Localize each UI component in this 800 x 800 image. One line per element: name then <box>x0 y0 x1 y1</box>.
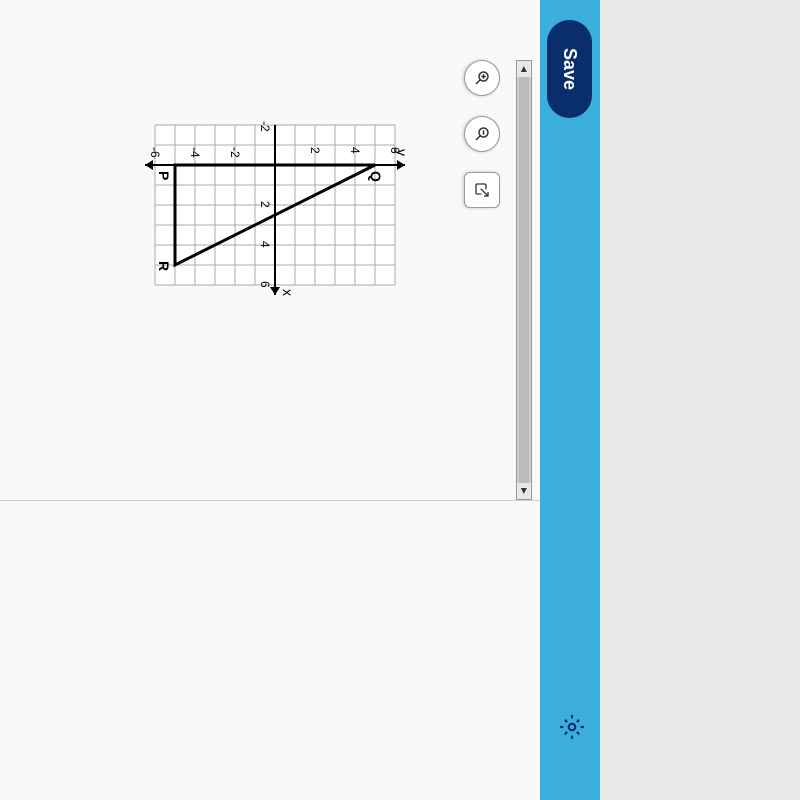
open-external-button[interactable] <box>464 172 500 208</box>
svg-text:-6: -6 <box>148 147 162 158</box>
x-axis-label: x <box>280 289 296 296</box>
svg-text:6: 6 <box>258 281 272 288</box>
zoom-out-button[interactable] <box>464 116 500 152</box>
svg-text:-4: -4 <box>188 147 202 158</box>
content-area: ◄ ► xy-2246-6-4-2246QPR <box>0 0 540 800</box>
zoom-in-button[interactable] <box>464 60 500 96</box>
scroll-right-icon[interactable]: ► <box>517 483 531 499</box>
scroll-left-icon[interactable]: ◄ <box>517 61 531 77</box>
svg-text:4: 4 <box>258 241 272 248</box>
coordinate-chart: xy-2246-6-4-2246QPR <box>125 100 420 310</box>
panel-divider <box>0 500 540 501</box>
toolbar <box>464 60 500 208</box>
header-bar: Save <box>540 0 600 800</box>
point-q-label: Q <box>368 171 384 182</box>
svg-text:2: 2 <box>258 201 272 208</box>
svg-text:-2: -2 <box>228 147 242 158</box>
svg-text:6: 6 <box>388 147 402 154</box>
point-r-label: R <box>156 261 172 271</box>
save-button[interactable]: Save <box>548 20 593 118</box>
gear-icon[interactable] <box>555 714 586 740</box>
scroll-thumb[interactable] <box>519 77 529 483</box>
svg-text:2: 2 <box>308 147 322 154</box>
svg-text:-2: -2 <box>258 121 272 132</box>
svg-text:4: 4 <box>348 147 362 154</box>
point-p-label: P <box>156 171 172 180</box>
horizontal-scrollbar[interactable]: ◄ ► <box>516 60 532 500</box>
